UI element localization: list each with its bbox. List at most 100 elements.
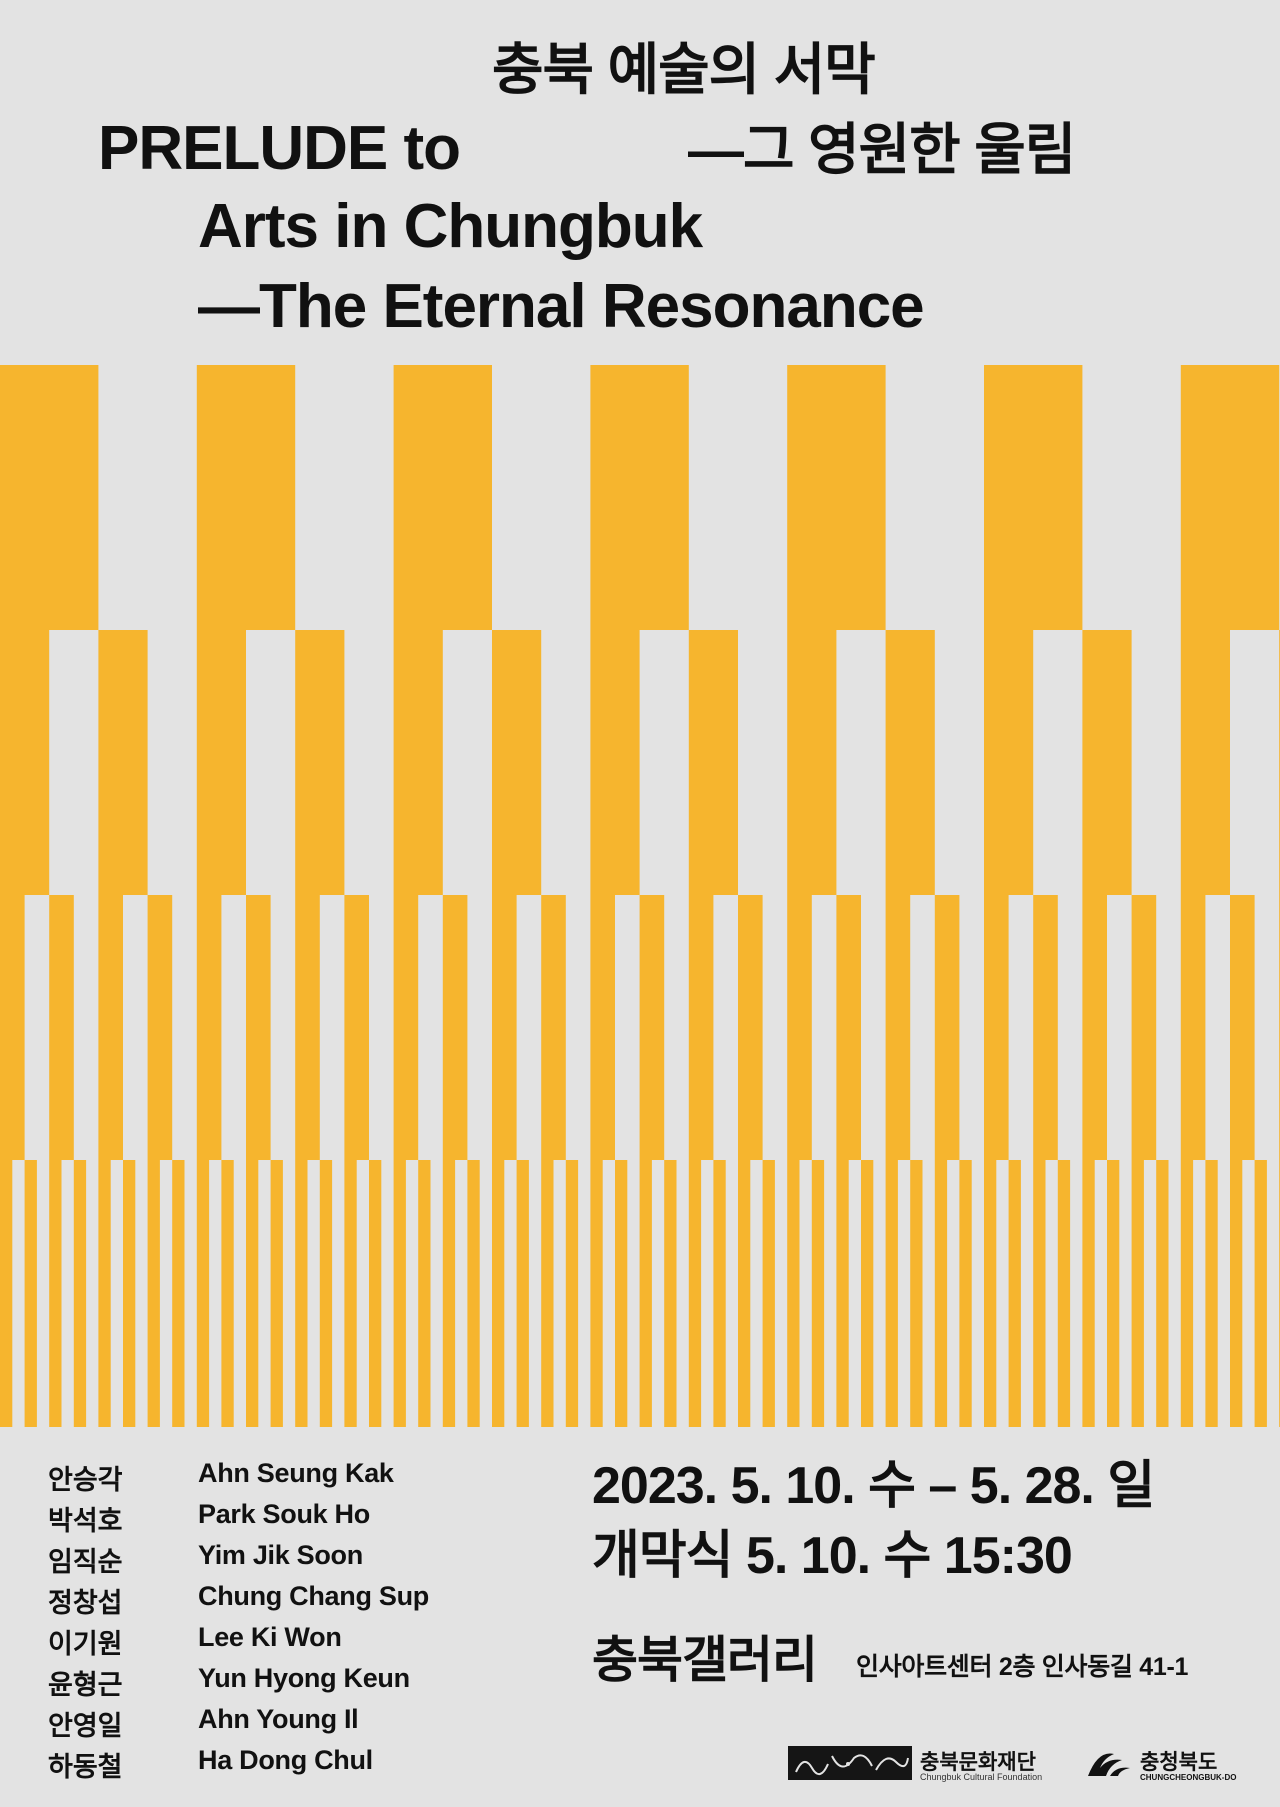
yellow-bar: [664, 1160, 677, 1427]
yellow-bar: [639, 895, 665, 1160]
opening-ceremony: 개막식 5. 10. 수 15:30: [592, 1527, 1073, 1585]
yellow-bar: [1057, 1160, 1071, 1427]
yellow-bar: [295, 630, 345, 895]
yellow-bar: [0, 1160, 13, 1427]
yellow-bar: [885, 895, 911, 1160]
artist-name-korean: 임직순: [48, 1547, 123, 1577]
province-logo: 충청북도 CHUNGCHEONGBUK-DO: [1086, 1744, 1236, 1784]
yellow-bar: [713, 1160, 726, 1427]
yellow-bar: [590, 630, 640, 895]
yellow-bar: [885, 1160, 898, 1427]
title-korean-line-2: —그 영원한 울림: [688, 118, 1076, 181]
yellow-bar: [984, 895, 1009, 1160]
province-name-korean: 충청북도: [1140, 1751, 1218, 1774]
yellow-bar: [344, 895, 369, 1160]
yellow-bar: [910, 1160, 923, 1427]
yellow-bar: [934, 1160, 948, 1427]
artist-name-english: Chung Chang Sup: [198, 1581, 429, 1611]
yellow-bar: [762, 1160, 775, 1427]
yellow-bar: [393, 365, 492, 630]
yellow-bar: [49, 1160, 62, 1427]
yellow-bar: [984, 365, 1083, 630]
title-english-line-1: PRELUDE to: [98, 114, 461, 183]
yellow-bar: [196, 1160, 210, 1427]
yellow-bar: [98, 630, 148, 895]
yellow-bar: [615, 1160, 628, 1427]
yellow-bar-pattern: [0, 365, 1280, 1427]
yellow-bar: [688, 895, 714, 1160]
yellow-bar: [0, 365, 99, 630]
foundation-name-korean: 충북문화재단: [920, 1751, 1036, 1774]
yellow-bar: [49, 895, 74, 1160]
foundation-name-english: Chungbuk Cultural Foundation: [920, 1772, 1043, 1782]
yellow-bar: [1107, 1160, 1120, 1427]
yellow-bar: [811, 1160, 825, 1427]
yellow-bar: [369, 1160, 382, 1427]
yellow-bar: [147, 895, 173, 1160]
yellow-bar: [1131, 1160, 1144, 1427]
yellow-bar: [24, 1160, 37, 1427]
venue-name: 충북갤러리: [592, 1632, 818, 1688]
yellow-bar: [196, 630, 246, 895]
foundation-logo-mark: [788, 1746, 912, 1780]
yellow-bar: [688, 630, 738, 895]
yellow-bar: [196, 365, 296, 630]
yellow-bar: [344, 1160, 357, 1427]
yellow-bar: [295, 1160, 308, 1427]
artist-name-korean: 안영일: [48, 1711, 123, 1741]
yellow-bar: [1180, 1160, 1194, 1427]
yellow-bar: [246, 1160, 259, 1427]
yellow-bar: [295, 895, 320, 1160]
yellow-bar: [246, 895, 271, 1160]
yellow-bar: [123, 1160, 136, 1427]
yellow-bar: [1180, 365, 1280, 630]
artist-name-english: Yim Jik Soon: [198, 1540, 363, 1570]
yellow-bar: [98, 1160, 111, 1427]
yellow-bar: [270, 1160, 283, 1427]
yellow-bar: [442, 895, 468, 1160]
yellow-bar: [492, 1160, 505, 1427]
yellow-bar: [1254, 1160, 1267, 1427]
yellow-bar: [393, 630, 443, 895]
artist-name-english: Ahn Seung Kak: [198, 1458, 394, 1488]
artist-name-english: Ha Dong Chul: [198, 1745, 373, 1775]
title-english-line-2: Arts in Chungbuk: [198, 192, 703, 261]
yellow-bar: [1230, 895, 1255, 1160]
yellow-bar: [590, 895, 615, 1160]
exhibition-dates: 2023. 5. 10. 수 – 5. 28. 일: [592, 1457, 1155, 1515]
yellow-bar: [738, 895, 763, 1160]
artist-name-korean: 이기원: [48, 1629, 123, 1659]
yellow-bar: [1033, 895, 1058, 1160]
yellow-bar: [984, 1160, 997, 1427]
artist-name-english: Park Souk Ho: [198, 1499, 370, 1529]
yellow-bar: [467, 1160, 480, 1427]
yellow-bar: [221, 1160, 234, 1427]
yellow-bar: [418, 1160, 431, 1427]
yellow-bar: [787, 630, 837, 895]
venue-address: 인사아트센터 2층 인사동길 41-1: [856, 1653, 1189, 1681]
yellow-bar: [393, 895, 419, 1160]
yellow-bar: [1082, 895, 1107, 1160]
artist-name-korean: 하동철: [48, 1752, 123, 1782]
title-korean-line-1: 충북 예술의 서막: [492, 38, 876, 101]
yellow-bar: [934, 895, 960, 1160]
yellow-bar: [787, 1160, 800, 1427]
yellow-bar: [1205, 1160, 1218, 1427]
yellow-bar: [319, 1160, 333, 1427]
yellow-bar: [787, 365, 886, 630]
yellow-bar: [1131, 895, 1157, 1160]
yellow-bar: [393, 1160, 406, 1427]
yellow-bar: [836, 895, 861, 1160]
foundation-logo: 충북문화재단 Chungbuk Cultural Foundation: [788, 1744, 1048, 1784]
province-name-english: CHUNGCHEONGBUK-DO: [1140, 1773, 1237, 1782]
yellow-bar: [959, 1160, 972, 1427]
yellow-bar: [492, 630, 542, 895]
artist-name-korean: 안승각: [48, 1465, 123, 1495]
yellow-bar: [541, 895, 566, 1160]
yellow-bar: [590, 1160, 603, 1427]
yellow-bar: [565, 1160, 579, 1427]
artist-name-korean: 윤형근: [48, 1670, 123, 1700]
yellow-bar: [0, 630, 50, 895]
artist-name-korean: 정창섭: [48, 1588, 123, 1618]
yellow-bar: [1156, 1160, 1169, 1427]
